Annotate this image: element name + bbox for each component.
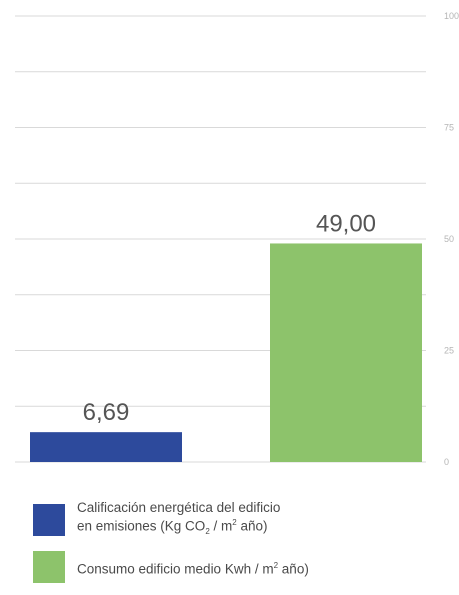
legend-label-emissions-mid: / m [209, 518, 233, 534]
legend-label-emissions-line2-prefix: en emisiones (Kg CO [77, 518, 206, 534]
legend-label-consumption-sup: 2 [273, 560, 279, 570]
legend-swatch-emissions [33, 503, 65, 536]
y-tick-label: 25 [444, 346, 454, 356]
legend-label-consumption: Consumo edificio medio Kwh / m2 año) [77, 558, 309, 577]
bar-chart: 0 25 50 75 100 6,69 49,00 [15, 11, 459, 467]
y-tick-label: 75 [444, 123, 454, 133]
legend-swatch-consumption [33, 551, 65, 584]
legend-item-consumption: Consumo edificio medio Kwh / m2 año) [33, 551, 453, 584]
legend: Calificación energética del edificio en … [33, 500, 453, 595]
bar [270, 243, 422, 462]
legend-label-emissions-suffix: año) [236, 518, 268, 534]
legend-label-consumption-suffix: año) [278, 561, 309, 577]
bar [30, 432, 182, 462]
y-tick-label: 0 [444, 457, 449, 467]
y-tick-label: 50 [444, 234, 454, 244]
legend-label-emissions-sub: 2 [205, 527, 210, 537]
legend-label-emissions: Calificación energética del edificio en … [77, 500, 280, 539]
legend-label-emissions-sup: 2 [232, 518, 237, 527]
legend-label-emissions-line1: Calificación energética del edificio [77, 500, 281, 515]
y-tick-label: 100 [444, 11, 459, 21]
legend-item-emissions: Calificación energética del edificio en … [33, 500, 453, 539]
data-label: 6,69 [83, 399, 130, 426]
legend-label-consumption-prefix: Consumo edificio medio Kwh / m [77, 561, 274, 577]
data-label: 49,00 [316, 210, 376, 237]
